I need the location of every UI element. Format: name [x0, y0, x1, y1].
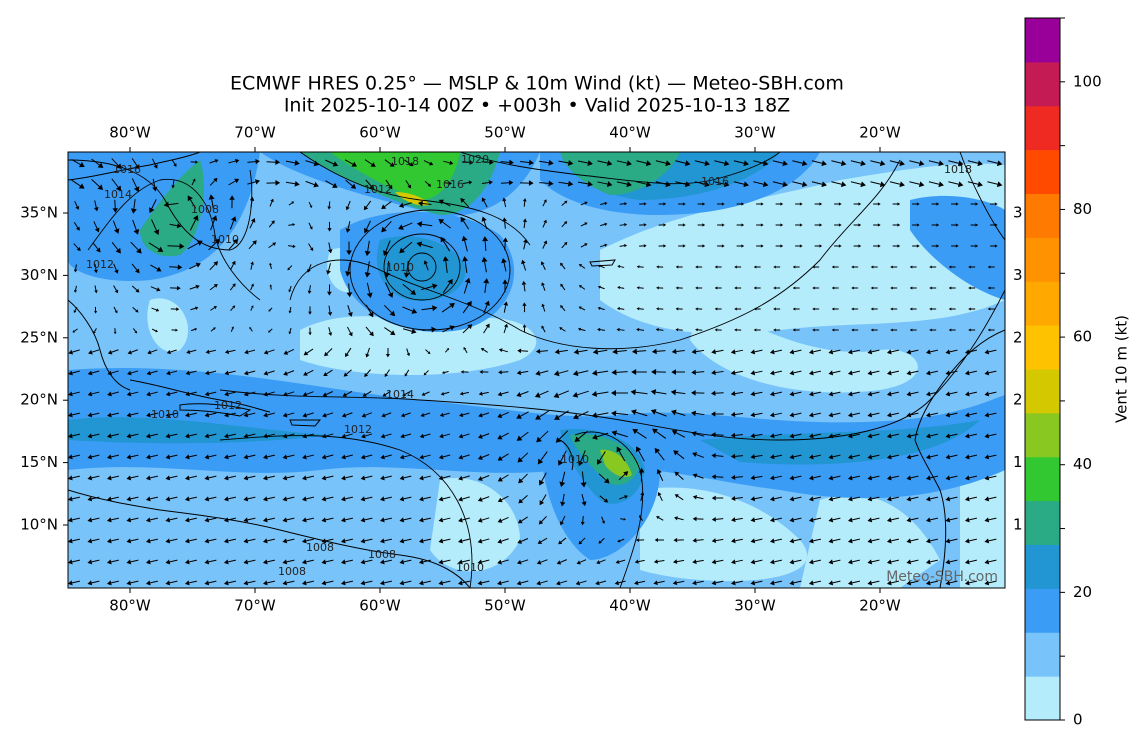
- colorbar-label: Vent 10 m (kt): [1113, 315, 1131, 423]
- isobar-label: 1010: [211, 233, 239, 246]
- map-area: 1016 1014 1012 1008 1010 1018 1020 1012 1016 1010…: [68, 152, 1005, 588]
- wind-arrow-shaft: [639, 330, 644, 331]
- wind-arrow-shaft: [501, 162, 510, 163]
- isobar-label: 1012: [86, 258, 114, 271]
- lon-label-top: 70°W: [234, 124, 276, 142]
- isobar-label: 1008: [278, 565, 306, 578]
- wind-arrow-shaft: [678, 330, 683, 331]
- wind-arrow-shaft: [501, 183, 509, 184]
- lon-label-bottom: 20°W: [859, 597, 901, 615]
- colorbar-tick-label: 0: [1073, 711, 1083, 729]
- wind-arrow-shaft: [168, 246, 180, 247]
- isobar-label: 1010: [386, 261, 414, 274]
- lat-label: 30°N: [20, 266, 58, 284]
- colorbar: 0 20 40 60 80 100 Vent 10 m (kt): [1025, 18, 1131, 729]
- colorbar-tick-label: 40: [1073, 455, 1092, 473]
- wind-arrow-shaft: [620, 309, 625, 310]
- wind-arrow-shaft: [716, 519, 723, 520]
- colorbar-band: [1025, 588, 1060, 632]
- isobar-label: 1014: [104, 188, 132, 201]
- wind-arrow-shaft: [329, 201, 330, 206]
- lon-label-bottom: 30°W: [734, 597, 776, 615]
- colorbar-tick-label: 100: [1073, 72, 1102, 90]
- colorbar-tick-label: 80: [1073, 200, 1092, 218]
- wind-arrow-shaft: [620, 519, 623, 520]
- wind-arrow-shaft: [620, 225, 625, 226]
- isobar-label: 1008: [306, 541, 334, 554]
- wind-arrow-shaft: [620, 246, 625, 247]
- wind-arrow-shaft: [715, 393, 723, 394]
- wind-arrow-shaft: [659, 330, 664, 331]
- isobar-label: 1012: [364, 183, 392, 196]
- colorbar-band: [1025, 369, 1060, 413]
- isobar-label: 1014: [386, 388, 414, 401]
- lon-label-bottom: 80°W: [109, 597, 151, 615]
- colorbar-tick-label: 20: [1073, 583, 1092, 601]
- wind-arrow-shaft: [696, 372, 704, 373]
- colorbar-band: [1025, 106, 1060, 150]
- lat-label: 15°N: [20, 453, 58, 471]
- wind-arrow-shaft: [583, 516, 584, 522]
- watermark: Meteo-SBH.com: [886, 569, 998, 585]
- colorbar-band: [1025, 62, 1060, 106]
- colorbar-band: [1025, 545, 1060, 589]
- colorbar-band: [1025, 150, 1060, 194]
- lon-label-top: 20°W: [859, 124, 901, 142]
- wind-arrow-shaft: [505, 242, 506, 250]
- lon-label-bottom: 50°W: [484, 597, 526, 615]
- colorbar-band: [1025, 457, 1060, 501]
- isobar-label: 1016: [436, 178, 464, 191]
- colorbar-band: [1025, 413, 1060, 457]
- isobar-label: 1012: [344, 423, 372, 436]
- lon-label-top: 30°W: [734, 124, 776, 142]
- isobar-label: 1018: [944, 163, 972, 176]
- colorbar-band: [1025, 237, 1060, 281]
- lon-label-top: 60°W: [359, 124, 401, 142]
- isobar-label: 1020: [461, 153, 489, 166]
- wind-arrow-shaft: [735, 456, 743, 457]
- isobar-label: 1012: [214, 399, 242, 412]
- lon-label-bottom: 40°W: [609, 597, 651, 615]
- isobar-label: 1018: [391, 155, 419, 168]
- title: ECMWF HRES 0.25° — MSLP & 10m Wind (kt) …: [230, 73, 844, 95]
- isobar-label: 1010: [456, 561, 484, 574]
- wind-arrow-shaft: [716, 456, 724, 457]
- wind-arrow-shaft: [540, 351, 548, 352]
- isobar-label: 1016: [701, 175, 729, 188]
- colorbar-band: [1025, 281, 1060, 325]
- lat-label: 10°N: [20, 516, 58, 534]
- colorbar-band: [1025, 194, 1060, 238]
- isobar-label: 1010: [561, 453, 589, 466]
- lon-label-top: 40°W: [609, 124, 651, 142]
- lon-label-top: 80°W: [109, 124, 151, 142]
- lon-label-bottom: 70°W: [234, 597, 276, 615]
- lat-label: 35°N: [20, 204, 58, 222]
- colorbar-band: [1025, 18, 1060, 62]
- wind-arrow-shaft: [616, 372, 627, 373]
- lon-label-top: 50°W: [484, 124, 526, 142]
- isobar-label: 1016: [113, 163, 141, 176]
- lat-label: 25°N: [20, 328, 58, 346]
- colorbar-band: [1025, 501, 1060, 545]
- isobar-label: 1010: [151, 408, 179, 421]
- wind-arrow-shaft: [619, 330, 624, 331]
- colorbar-band: [1025, 325, 1060, 369]
- colorbar-tick-label: 60: [1073, 328, 1092, 346]
- isobar-label: 1008: [368, 548, 396, 561]
- lat-label: 20°N: [20, 391, 58, 409]
- lon-label-bottom: 60°W: [359, 597, 401, 615]
- wind-arrow-shaft: [735, 435, 743, 436]
- wind-arrow-shaft: [288, 246, 293, 247]
- colorbar-band: [1025, 676, 1060, 720]
- isobar-label: 1008: [191, 203, 219, 216]
- wind-arrow-shaft: [524, 201, 525, 206]
- subtitle: Init 2025-10-14 00Z • +003h • Valid 2025…: [284, 95, 790, 117]
- colorbar-band: [1025, 632, 1060, 676]
